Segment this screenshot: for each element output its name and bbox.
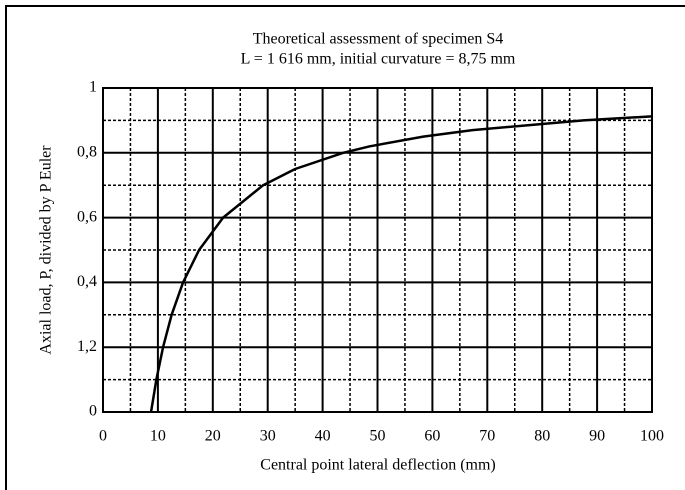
x-tick-label: 60 bbox=[424, 428, 440, 445]
x-tick-label: 90 bbox=[589, 428, 605, 445]
frame bbox=[5, 5, 685, 490]
curve bbox=[149, 115, 653, 413]
x-tick-label: 50 bbox=[370, 428, 386, 445]
x-tick-label: 40 bbox=[315, 428, 331, 445]
y-tick-label: 0,8 bbox=[77, 143, 97, 160]
chart-subtitle: L = 1 616 mm, initial curvature = 8,75 m… bbox=[241, 51, 516, 68]
x-tick-label: 20 bbox=[205, 428, 221, 445]
x-tick-label: 70 bbox=[479, 428, 495, 445]
y-tick-label: 0 bbox=[89, 403, 97, 420]
x-tick-label: 0 bbox=[99, 428, 107, 445]
x-tick-label: 10 bbox=[150, 428, 166, 445]
x-tick-label: 30 bbox=[260, 428, 276, 445]
chart-title: Theoretical assessment of specimen S4 bbox=[253, 31, 504, 48]
y-axis-label: Axial load, P, divided by P Euler bbox=[38, 145, 55, 355]
x-tick-label: 80 bbox=[534, 428, 550, 445]
y-tick-label: 0,6 bbox=[77, 208, 97, 225]
x-tick-label: 100 bbox=[640, 428, 664, 445]
y-tick-label: 1,2 bbox=[77, 338, 97, 355]
plot-border bbox=[102, 87, 653, 413]
y-tick-label: 0,4 bbox=[77, 273, 97, 290]
x-axis-label: Central point lateral deflection (mm) bbox=[260, 457, 495, 474]
y-tick-label: 1 bbox=[89, 79, 97, 96]
